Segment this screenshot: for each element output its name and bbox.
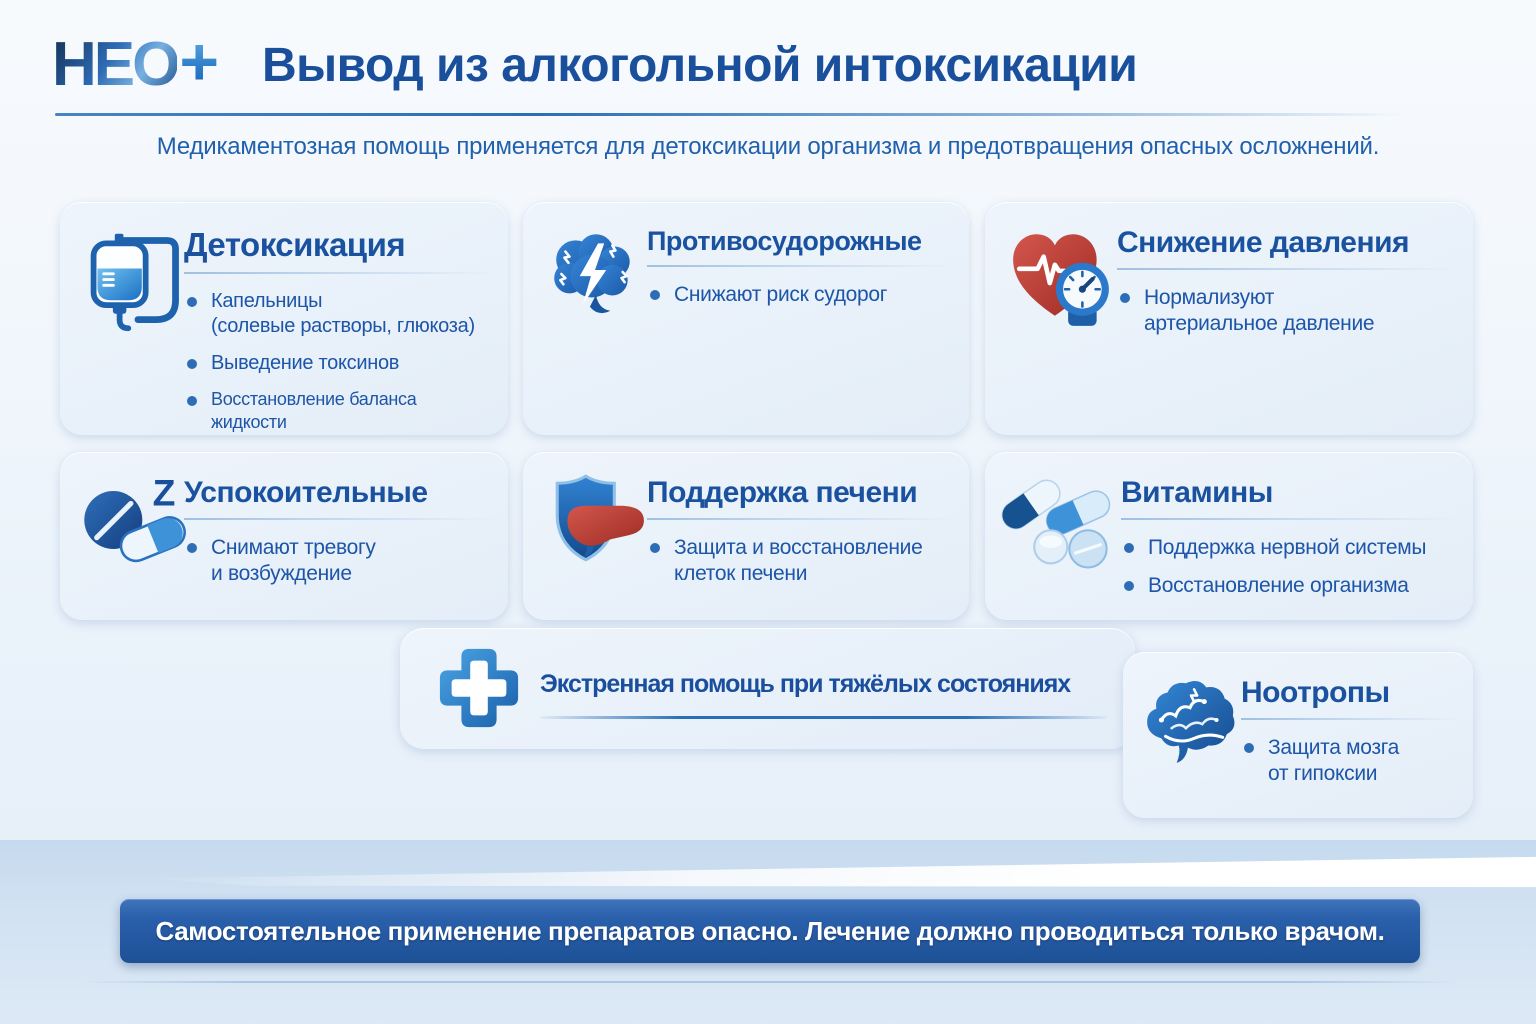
bullet: Снижают риск судорог	[647, 282, 955, 308]
emergency-divider	[540, 716, 1107, 719]
bullet: Защита и восстановление клеток печени	[647, 535, 955, 588]
brain-lightning-icon	[545, 226, 643, 325]
card-bullets: Снижают риск судорог	[647, 282, 955, 308]
card-bullets: Снимают тревогу и возбуждение	[184, 535, 494, 588]
card-nootropics: Ноотропы Защита мозга от гипоксии	[1123, 652, 1473, 818]
card-title: Поддержка печени	[647, 476, 918, 509]
card-bullets: Поддержка нервной системы Восстановление…	[1121, 535, 1459, 600]
card-title: Снижение давления	[1117, 226, 1410, 259]
card-vitamins: Витамины Поддержка нервной системы Восст…	[985, 452, 1473, 620]
emergency-banner: Экстренная помощь при тяжёлых состояниях	[400, 628, 1135, 749]
card-bullets: Защита и восстановление клеток печени	[647, 535, 955, 588]
card-anticonvulsant: Противосудорожные Снижают риск судорог	[523, 202, 969, 435]
logo-neo-text: НЕО	[52, 30, 180, 99]
emergency-label: Экстренная помощь при тяжёлых состояниях	[540, 670, 1071, 698]
neo-plus-logo: НЕО +	[52, 28, 219, 96]
page-subtitle: Медикаментозная помощь применяется для д…	[156, 133, 1380, 160]
bullet: Восстановление организма	[1121, 573, 1459, 599]
card-title: Витамины	[1121, 476, 1273, 509]
bullet: Нормализуют артериальное давление	[1117, 285, 1459, 338]
bullet: Защита мозга от гипоксии	[1241, 735, 1459, 788]
card-title: Детоксикация	[184, 226, 406, 263]
title-divider	[1121, 518, 1459, 520]
svg-text:Z: Z	[153, 472, 176, 514]
title-divider	[1117, 268, 1459, 270]
vitamin-pills-icon	[997, 474, 1119, 575]
card-detox: Детоксикация Капельницы (солевые раствор…	[60, 202, 508, 435]
page-title: Вывод из алкогольной интоксикации	[262, 39, 1138, 92]
liver-shield-icon	[545, 472, 651, 577]
title-divider	[1241, 718, 1459, 720]
header-divider	[55, 113, 1433, 116]
iv-drip-icon	[82, 226, 190, 341]
bullet: Восстановление баланса жидкости	[184, 388, 494, 433]
card-title: Ноотропы	[1241, 676, 1390, 709]
heart-pressure-gauge-icon	[1007, 226, 1117, 333]
card-title: Противосудорожные	[647, 226, 922, 256]
card-bullets: Нормализуют артериальное давление	[1117, 285, 1459, 338]
title-divider	[184, 518, 494, 520]
bullet: Выведение токсинов	[184, 351, 494, 376]
card-bullets: Защита мозга от гипоксии	[1241, 735, 1459, 788]
footer-divider	[80, 981, 1460, 983]
card-pressure: Снижение давления Нормализуют артериальн…	[985, 202, 1473, 435]
card-title: Успокоительные	[184, 476, 428, 509]
card-sedative: Z Успокоительные Снимают тревогу и возбу…	[60, 452, 508, 620]
bullet: Поддержка нервной системы	[1121, 535, 1459, 561]
bullet: Капельницы (солевые растворы, глюкоза)	[184, 289, 494, 339]
card-liver: Поддержка печени Защита и восстановление…	[523, 452, 969, 620]
title-divider	[647, 265, 955, 267]
title-divider	[647, 518, 955, 520]
card-bullets: Капельницы (солевые растворы, глюкоза) В…	[184, 289, 494, 433]
medical-cross-icon	[436, 645, 522, 736]
footer-warning-banner: Самостоятельное применение препаратов оп…	[120, 899, 1420, 963]
nootropic-brain-icon	[1141, 674, 1239, 771]
footer-warning-text: Самостоятельное применение препаратов оп…	[155, 915, 1385, 946]
logo-plus-icon: +	[179, 24, 220, 100]
sedative-pills-icon: Z	[76, 472, 192, 573]
title-divider	[184, 272, 494, 274]
bullet: Снимают тревогу и возбуждение	[184, 535, 494, 588]
swoosh-highlight	[153, 856, 1536, 888]
